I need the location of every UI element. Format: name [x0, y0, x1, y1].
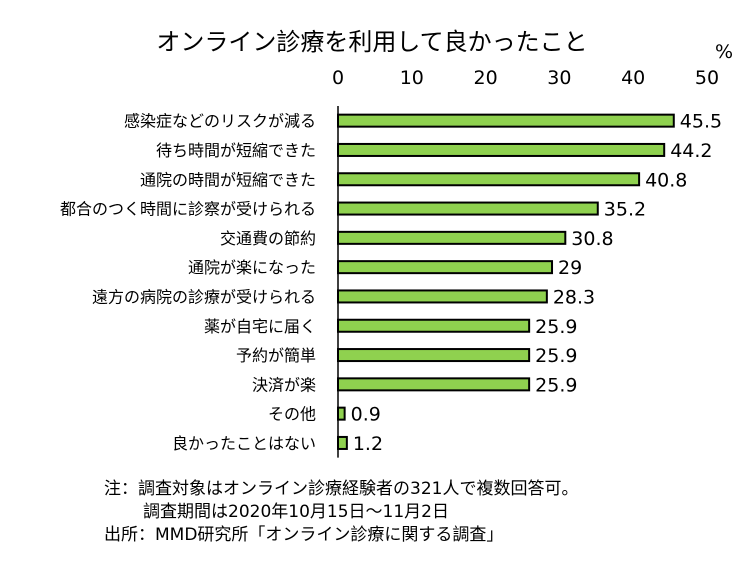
note-line-1: 注：調査対象はオンライン診療経験者の321人で複数回答可。 — [104, 479, 579, 499]
bar — [337, 260, 554, 275]
source-line: 出所：MMD研究所「オンライン診療に関する調査」 — [104, 525, 504, 545]
x-tick-label-50: 50 — [695, 67, 719, 89]
value-label: 0.9 — [351, 404, 381, 426]
value-label: 25.9 — [535, 374, 577, 396]
category-labels: 感染症などのリスクが減る待ち時間が短縮できた通院の時間が短縮できた都合のつく時間… — [60, 112, 316, 453]
value-label: 1.2 — [353, 433, 383, 455]
value-label: 25.9 — [535, 316, 577, 338]
bar — [337, 201, 599, 216]
value-label: 25.9 — [535, 345, 577, 367]
category-label: 薬が自宅に届く — [204, 317, 316, 336]
value-label: 35.2 — [604, 199, 646, 221]
bar — [337, 289, 548, 304]
bars — [337, 113, 675, 450]
x-tick-label-30: 30 — [547, 67, 571, 89]
chart-title: オンライン診療を利用して良かったこと — [156, 28, 587, 56]
bar — [337, 172, 641, 187]
bar — [337, 377, 531, 392]
bar — [337, 142, 666, 157]
value-label: 45.5 — [680, 111, 722, 133]
category-label: 遠方の病院の診療が受けられる — [92, 287, 316, 306]
x-axis-ticks: 0 10 20 30 40 50 — [332, 67, 719, 89]
category-label: 通院が楽になった — [188, 258, 316, 277]
bar — [337, 406, 346, 421]
x-tick-label-0: 0 — [332, 67, 344, 89]
bar — [337, 435, 348, 450]
category-label: 予約が簡単 — [236, 346, 316, 365]
category-label: 都合のつく時間に診察が受けられる — [60, 200, 316, 219]
x-tick-label-10: 10 — [400, 67, 424, 89]
category-label: その他 — [268, 405, 316, 424]
value-labels: 45.5 44.2 40.8 35.2 30.8 29 28.3 25.9 25.9 25.9 0.… — [351, 111, 722, 455]
category-label: 交通費の節約 — [220, 229, 316, 248]
x-tick-label-20: 20 — [474, 67, 498, 89]
category-label: 通院の時間が短縮できた — [140, 170, 316, 189]
value-label: 40.8 — [645, 169, 687, 191]
category-label: 感染症などのリスクが減る — [124, 112, 316, 131]
bar-chart: オンライン診療を利用して良かったこと % 0 10 20 30 40 50 感染症などのリ… — [60, 28, 733, 458]
bar — [337, 230, 567, 245]
category-label: 良かったことはない — [172, 434, 316, 453]
category-label: 決済が楽 — [252, 375, 316, 394]
bar — [337, 113, 675, 128]
bar — [337, 318, 531, 333]
bar — [337, 348, 531, 363]
category-label: 待ち時間が短縮できた — [156, 141, 316, 160]
value-label: 28.3 — [553, 286, 595, 308]
value-label: 29 — [558, 257, 582, 279]
value-label: 30.8 — [571, 228, 613, 250]
note-line-2: 調査期間は2020年10月15日～11月2日 — [143, 502, 449, 522]
x-tick-label-40: 40 — [621, 67, 645, 89]
unit-label: % — [715, 41, 733, 63]
value-label: 44.2 — [670, 140, 712, 162]
